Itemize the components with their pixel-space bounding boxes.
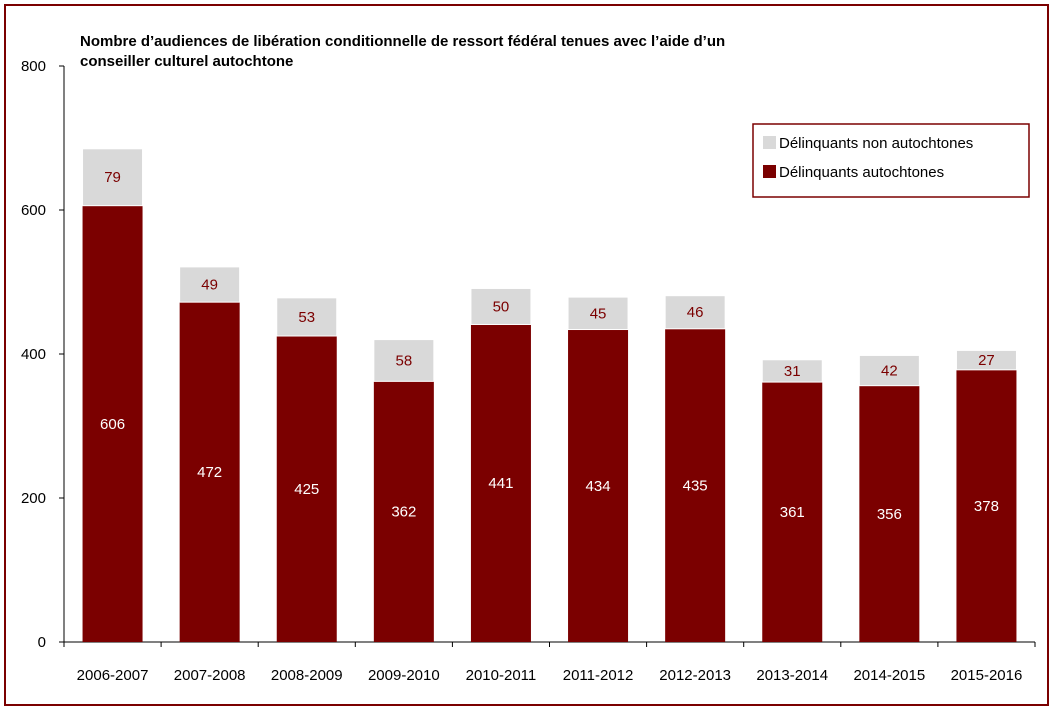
bar-segment-non-autochtones [373,339,435,382]
x-tick-label: 2012-2013 [659,667,731,684]
bar-segment-non-autochtones [664,295,726,330]
bar-segment-autochtones [470,324,531,642]
data-label-non-autochtones: 49 [201,277,218,294]
bar-segment-autochtones [179,302,240,642]
bar-segment-autochtones [762,382,823,642]
bar-segment-autochtones [665,328,726,642]
bar-segment-autochtones [568,329,629,642]
bar-segment-autochtones [859,385,920,642]
data-label-non-autochtones: 58 [396,352,413,369]
data-label-autochtones: 425 [294,481,319,498]
x-tick-label: 2014-2015 [853,667,925,684]
data-label-non-autochtones: 79 [104,169,121,186]
chart-title: Nombre d’audiences de libération conditi… [80,33,725,70]
x-tick-label: 2009-2010 [368,667,440,684]
data-label-autochtones: 362 [391,504,416,521]
data-label-autochtones: 435 [683,477,708,494]
y-tick-label: 600 [21,202,46,219]
data-label-autochtones: 434 [586,478,611,495]
bar-segment-autochtones [373,381,434,642]
bar-segment-autochtones [276,336,337,642]
legend-box [752,123,1030,198]
chart-title-line: conseiller culturel autochtone [80,53,293,70]
legend-label: Délinquants non autochtones [779,135,973,152]
bar-segment-autochtones [956,369,1017,642]
bar-segment-autochtones [82,205,143,642]
data-label-non-autochtones: 46 [687,304,704,321]
data-label-autochtones: 378 [974,498,999,515]
x-axis-labels: 2006-2007 2007-2008 2008-2009 2009-2010 2010… [77,667,1023,684]
bar-segment-non-autochtones [276,297,338,337]
x-tick-label: 2006-2007 [77,667,149,684]
bar-segment-non-autochtones [470,287,532,325]
bar-segment-non-autochtones [82,148,144,207]
data-label-non-autochtones: 42 [881,363,898,380]
x-tick-label: 2007-2008 [174,667,246,684]
bar-segment-non-autochtones [858,354,920,387]
y-tick-label: 200 [21,490,46,507]
data-label-non-autochtones: 53 [298,309,315,326]
data-label-autochtones: 441 [488,475,513,492]
data-label-non-autochtones: 27 [978,352,995,369]
y-tick-label: 0 [38,634,46,651]
bar-segment-non-autochtones [179,266,241,303]
y-tick-label: 400 [21,346,46,363]
chart-title-line: Nombre d’audiences de libération conditi… [80,33,725,50]
data-label-autochtones: 356 [877,506,902,523]
data-label-autochtones: 606 [100,416,125,433]
x-tick-label: 2011-2012 [563,667,634,684]
data-label-autochtones: 472 [197,464,222,481]
bar-segment-non-autochtones [761,359,823,383]
chart-bars: 606 79 472 49 425 53 362 58 441 50 434 45 435 46 361 31… [82,148,1017,642]
legend-swatch [763,165,776,178]
chart-legend: Délinquants non autochtones Délinquants a… [752,123,1030,198]
x-tick-label: 2013-2014 [756,667,828,684]
x-tick-label: 2015-2016 [951,667,1023,684]
legend-label: Délinquants autochtones [779,164,944,181]
bar-segment-non-autochtones [955,349,1017,371]
x-tick-label: 2008-2009 [271,667,343,684]
bar-segment-non-autochtones [567,296,629,331]
y-tick-label: 800 [21,58,46,75]
data-label-non-autochtones: 50 [493,298,510,315]
x-tick-label: 2010-2011 [466,667,537,684]
data-label-autochtones: 361 [780,504,805,521]
data-label-non-autochtones: 31 [784,363,801,380]
legend-swatch [763,136,776,149]
data-label-non-autochtones: 45 [590,305,607,322]
